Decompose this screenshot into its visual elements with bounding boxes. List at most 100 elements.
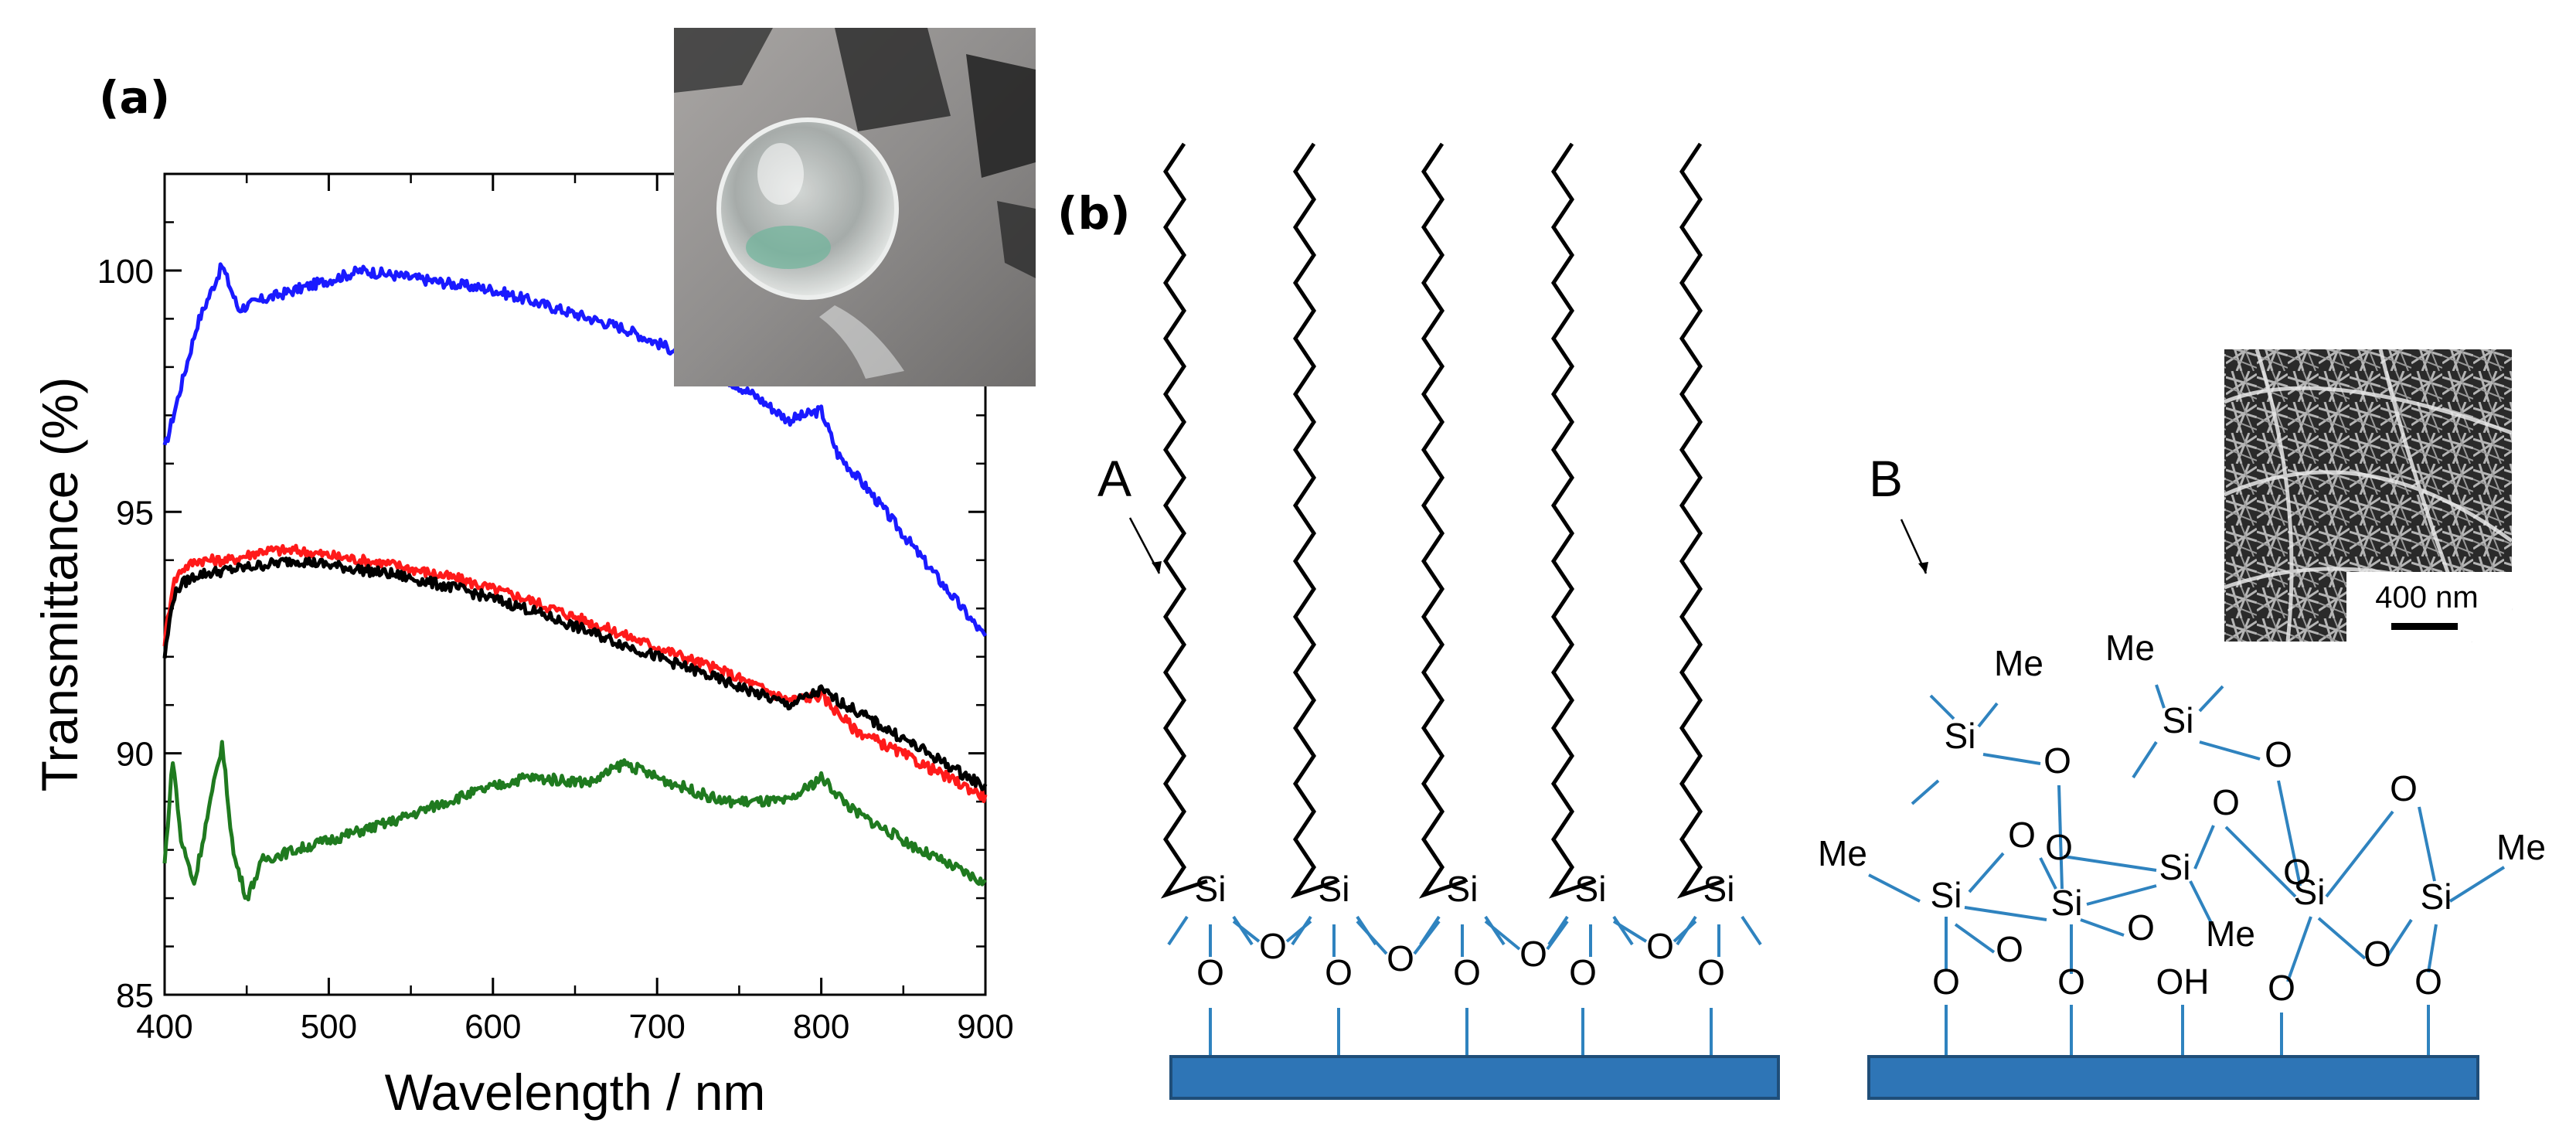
bond bbox=[2199, 740, 2261, 761]
si-atom: Si bbox=[2163, 700, 2194, 740]
bond bbox=[2387, 918, 2413, 957]
series-layer bbox=[162, 262, 988, 902]
bond bbox=[2086, 884, 2157, 906]
bond bbox=[2155, 684, 2166, 709]
structure-a-bonds bbox=[1167, 915, 1762, 1057]
me-group: Me bbox=[2105, 628, 2155, 668]
o-atom: O bbox=[2414, 962, 2442, 1002]
structure-a-atoms: Si Si Si Si SiO O O OO O O O O bbox=[1195, 869, 1735, 992]
me-group: Me bbox=[1818, 833, 1867, 873]
x-tick-label: 400 bbox=[136, 1008, 192, 1046]
o-atom: O bbox=[2268, 968, 2295, 1008]
bond bbox=[1546, 920, 1569, 951]
o-atom-bridge: O bbox=[1259, 926, 1287, 966]
bond bbox=[1964, 906, 2047, 921]
bond bbox=[2448, 866, 2506, 903]
bond bbox=[1741, 915, 1762, 946]
bond bbox=[2080, 918, 2125, 937]
o-atom: O bbox=[2212, 782, 2240, 822]
tick-labels: 400 500 600 700 800 900 85 90 95 100 bbox=[97, 253, 1014, 1046]
bond bbox=[1167, 915, 1189, 946]
o-atom: O bbox=[1932, 962, 1960, 1002]
alkyl-chain bbox=[1418, 142, 1466, 899]
y-axis-label: Transmittance (%) bbox=[31, 377, 88, 792]
o-atom-bottom: O bbox=[1325, 952, 1353, 992]
bond bbox=[1982, 753, 2041, 765]
o-atom-bottom: O bbox=[1453, 952, 1481, 992]
structure-a: A Si Si Si Si SiO O O OO O O O O bbox=[1097, 142, 1780, 1100]
substrate-b bbox=[1867, 1055, 2479, 1100]
alkyl-chain bbox=[1290, 142, 1338, 899]
bond bbox=[2277, 780, 2302, 887]
bond bbox=[2325, 810, 2394, 898]
si-atom: Si bbox=[1931, 875, 1962, 915]
structure-b-bonds bbox=[1868, 684, 2506, 1057]
bond bbox=[2198, 685, 2224, 713]
bond bbox=[2418, 806, 2436, 882]
bond bbox=[1911, 779, 1940, 805]
o-atom: O bbox=[2283, 852, 2311, 892]
y-tick-label: 85 bbox=[116, 977, 154, 1015]
si-atom: Si bbox=[1195, 869, 1227, 909]
sem-scale-bar-label: 400 nm bbox=[2375, 580, 2478, 614]
o-atom: O bbox=[2265, 734, 2292, 774]
bond bbox=[1612, 920, 1648, 943]
bond bbox=[1232, 920, 1261, 943]
bond bbox=[1413, 920, 1441, 955]
alkyl-chain bbox=[1160, 142, 1208, 899]
si-atom: Si bbox=[2159, 847, 2191, 887]
alkyl-chain bbox=[1676, 142, 1724, 899]
x-tick-label: 700 bbox=[628, 1008, 685, 1046]
series-line-4 bbox=[162, 740, 987, 902]
me-group: Me bbox=[2206, 914, 2255, 954]
substrate-a bbox=[1169, 1055, 1780, 1100]
x-tick-label: 600 bbox=[464, 1008, 521, 1046]
series-line-1 bbox=[162, 262, 988, 638]
o-atom: O bbox=[2363, 934, 2391, 974]
series-line-2 bbox=[162, 543, 988, 804]
o-atom-bridge: O bbox=[1646, 926, 1674, 966]
bond bbox=[2317, 917, 2367, 960]
o-atom-bridge: O bbox=[1387, 938, 1414, 979]
alkyl-chains bbox=[1160, 142, 1724, 899]
bond bbox=[1868, 873, 1921, 903]
bond bbox=[1356, 920, 1388, 955]
o-atom: O bbox=[2127, 907, 2155, 948]
alkyl-chain bbox=[1548, 142, 1596, 899]
structure-b-label: B bbox=[1869, 450, 1903, 507]
o-atom: O bbox=[1996, 929, 2023, 969]
o-atom: O bbox=[2045, 827, 2073, 867]
si-atom: Si bbox=[1447, 869, 1479, 909]
o-atom-bottom: O bbox=[1697, 952, 1725, 992]
sem-scale-bar bbox=[2391, 623, 2458, 630]
me-group: Me bbox=[2496, 827, 2546, 867]
bond bbox=[1285, 920, 1312, 943]
x-tick-label: 900 bbox=[957, 1008, 1013, 1046]
o-atom: O bbox=[2008, 815, 2036, 855]
o-atom-bridge: O bbox=[1519, 934, 1547, 974]
o-atom: O bbox=[2043, 740, 2071, 781]
si-atom: Si bbox=[1945, 716, 1976, 756]
me-group: Me bbox=[1994, 643, 2043, 683]
si-atom: Si bbox=[1319, 869, 1350, 909]
o-atom: O bbox=[2057, 962, 2085, 1002]
x-axis-label: Wavelength / nm bbox=[385, 1064, 766, 1121]
o-atom: O bbox=[2390, 768, 2418, 808]
bond bbox=[2427, 924, 2438, 973]
bond bbox=[1968, 852, 2005, 893]
o-atom-bottom: O bbox=[1196, 952, 1224, 992]
bond bbox=[1954, 923, 1996, 954]
droplet-photo-inset bbox=[674, 28, 1036, 386]
x-tick-label: 500 bbox=[301, 1008, 357, 1046]
si-atom: Si bbox=[2051, 883, 2083, 923]
bond bbox=[1977, 702, 1999, 728]
bond bbox=[1547, 915, 1569, 946]
bond bbox=[2132, 740, 2158, 779]
oh-group: OH bbox=[2156, 962, 2210, 1002]
bond bbox=[2224, 825, 2297, 898]
bond bbox=[1929, 694, 1955, 720]
y-tick-label: 95 bbox=[116, 494, 154, 532]
